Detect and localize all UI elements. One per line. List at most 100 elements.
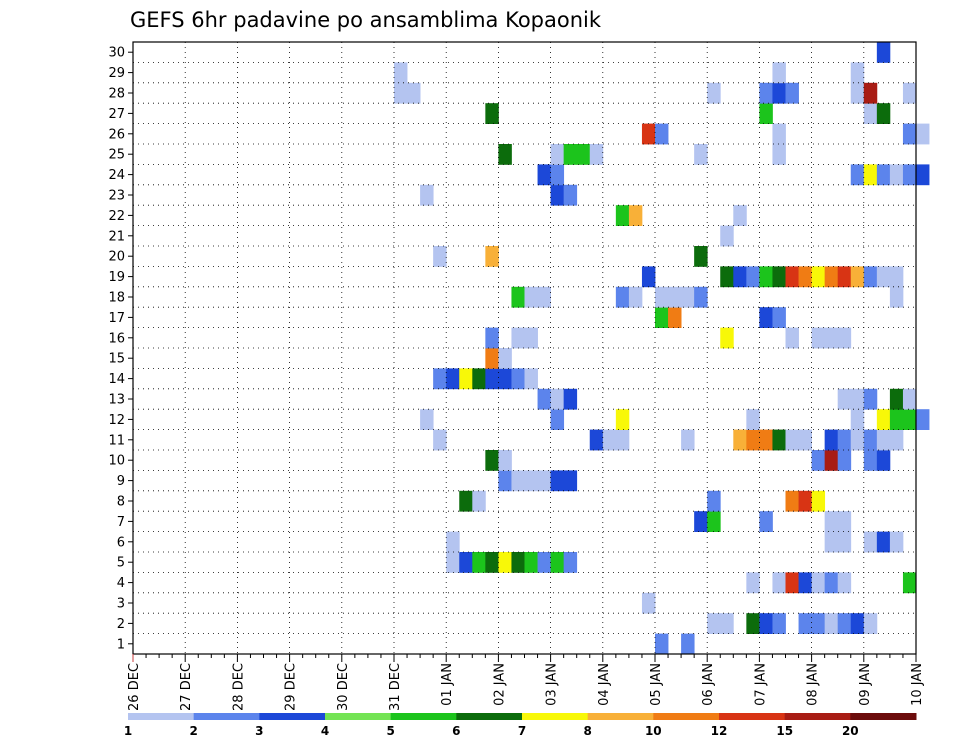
heatmap-cell [720,613,734,634]
heatmap-cell [902,82,917,104]
x-date-label: 26 DEC [127,663,142,711]
heatmap-cell [824,613,839,634]
heatmap-cell [837,388,852,410]
legend-label: 6 [452,724,460,738]
heatmap-cell [498,470,512,492]
y-tick-label: 3 [117,597,125,612]
heatmap-cell [811,613,826,634]
heatmap-cell [798,490,812,512]
heatmap-cell [615,286,630,308]
heatmap-cell [498,552,512,573]
heatmap-cell [916,164,930,186]
heatmap-cell [772,572,786,594]
heatmap-cell [759,82,773,104]
legend-swatch [587,713,654,720]
heatmap-cell [498,144,512,165]
legend-swatch [653,713,720,720]
heatmap-cell [811,450,826,471]
heatmap-cell [720,225,734,247]
heatmap-cell [772,82,786,104]
heatmap-cell [798,613,812,634]
heatmap-cell [850,266,865,288]
legend-label: 15 [776,724,793,738]
heatmap-cell [837,511,852,532]
heatmap-cell [863,450,878,471]
y-tick-label: 15 [108,352,125,367]
heatmap-cell [524,286,538,308]
y-tick-label: 12 [108,413,125,428]
legend-label: 5 [387,724,395,738]
heatmap-cells [394,42,930,655]
heatmap-cell [863,429,878,451]
heatmap-cell [668,286,682,308]
heatmap-cell [589,144,604,165]
heatmap-cell [550,164,565,186]
heatmap-cell [694,511,708,532]
heatmap-cell [576,144,591,165]
heatmap-cell [811,266,826,288]
heatmap-cell [394,82,408,104]
x-date-label: 09 JAN [858,663,873,706]
heatmap-cell [746,409,760,430]
heatmap-cell [837,327,852,349]
heatmap-cell [615,205,630,226]
heatmap-cell [446,368,460,390]
heatmap-cell [850,164,865,186]
x-date-label: 05 JAN [649,663,664,706]
heatmap-cell [641,123,656,145]
x-date-label: 31 DEC [388,663,403,711]
heatmap-cell [459,490,473,512]
heatmap-cell [641,266,656,288]
heatmap-cell [681,429,695,451]
heatmap-cell [824,511,839,532]
heatmap-cell [824,327,839,349]
heatmap-cell [889,266,904,288]
heatmap-cell [759,103,773,124]
heatmap-cell [524,368,538,390]
legend-swatch [259,713,326,720]
heatmap-cell [459,368,473,390]
legend-swatch [850,713,917,720]
heatmap-cell [772,62,786,84]
heatmap-cell [811,327,826,349]
heatmap-cell [537,470,551,492]
heatmap-cell [876,42,891,63]
heatmap-cell [916,123,930,145]
heatmap-cell [563,470,578,492]
heatmap-cell [785,490,799,512]
heatmap-cell [537,164,551,186]
heatmap-cell [485,103,499,124]
heatmap-cell [889,531,904,553]
heatmap-cell [563,144,578,165]
legend: 1 2 3 4 5 6 7 8 10 12 15 20 [124,713,917,738]
heatmap-cell [902,388,917,410]
heatmap-cell [485,327,499,349]
heatmap-cell [733,429,747,451]
legend-label: 4 [321,724,329,738]
heatmap-cell [707,511,721,532]
y-tick-label: 17 [108,311,125,326]
heatmap-cell [707,82,721,104]
legend-label: 7 [518,724,526,738]
y-tick-label: 11 [108,433,125,448]
heatmap-cell [837,572,852,594]
y-tick-label: 29 [108,66,125,81]
y-tick-label: 7 [117,515,125,530]
heatmap-cell [420,184,434,206]
y-tick-label: 4 [117,576,125,591]
heatmap-cell [446,531,460,553]
legend-label: 3 [255,724,263,738]
heatmap-cell [563,552,578,573]
heatmap-cell [394,62,408,84]
y-tick-label: 9 [117,474,125,489]
y-tick-label: 1 [117,637,125,652]
heatmap-cell [824,531,839,553]
heatmap-cell [798,572,812,594]
heatmap-cell [772,613,786,634]
heatmap-cell [668,307,682,328]
heatmap-cell [785,429,799,451]
heatmap-cell [655,307,669,328]
heatmap-cell [811,572,826,594]
heatmap-cell [655,286,669,308]
